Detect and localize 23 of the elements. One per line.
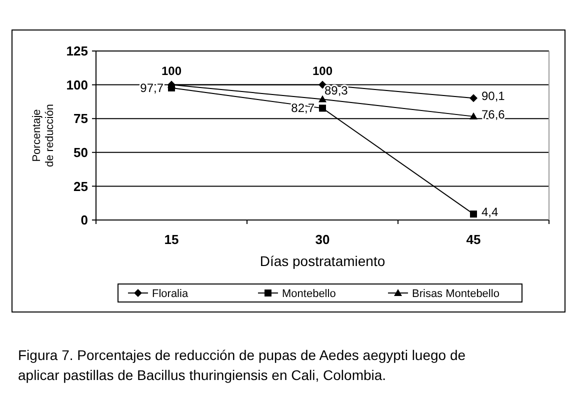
y-tick-label: 75 bbox=[74, 111, 88, 126]
y-tick-label: 50 bbox=[74, 144, 88, 160]
data-label: 100 bbox=[312, 64, 333, 78]
data-label: 97,7 bbox=[140, 80, 164, 95]
y-axis-title: Porcentaje de reducción bbox=[31, 104, 56, 167]
data-label: 4,4 bbox=[482, 205, 499, 220]
y-tick-label: 125 bbox=[66, 44, 88, 59]
y-tick-label: 0 bbox=[80, 212, 88, 228]
legend-label: Montebello bbox=[282, 288, 336, 300]
x-tick-label: 45 bbox=[466, 232, 481, 247]
y-tick-label: 25 bbox=[74, 178, 88, 194]
y-tick-label: 100 bbox=[66, 77, 88, 92]
data-label: 90,1 bbox=[482, 89, 506, 104]
data-label: 100 bbox=[161, 64, 182, 78]
data-label: 76,6 bbox=[482, 107, 506, 122]
legend-label: Floralia bbox=[152, 288, 189, 300]
x-tick-label: 15 bbox=[164, 232, 179, 247]
data-label: 89,3 bbox=[324, 83, 348, 98]
legend-label: Brisas Montebello bbox=[412, 288, 500, 300]
x-axis-title: Días postratamiento bbox=[260, 253, 386, 269]
text: Figura 7. Porcentajes de reducción de pupas de Aedes aegypti luego de aplicar pastillas de Bacillus thuringiensis en Cali, Colombia. bbox=[18, 347, 466, 383]
x-tick-label: 30 bbox=[315, 232, 330, 247]
data-label: 82,7 bbox=[291, 101, 315, 116]
